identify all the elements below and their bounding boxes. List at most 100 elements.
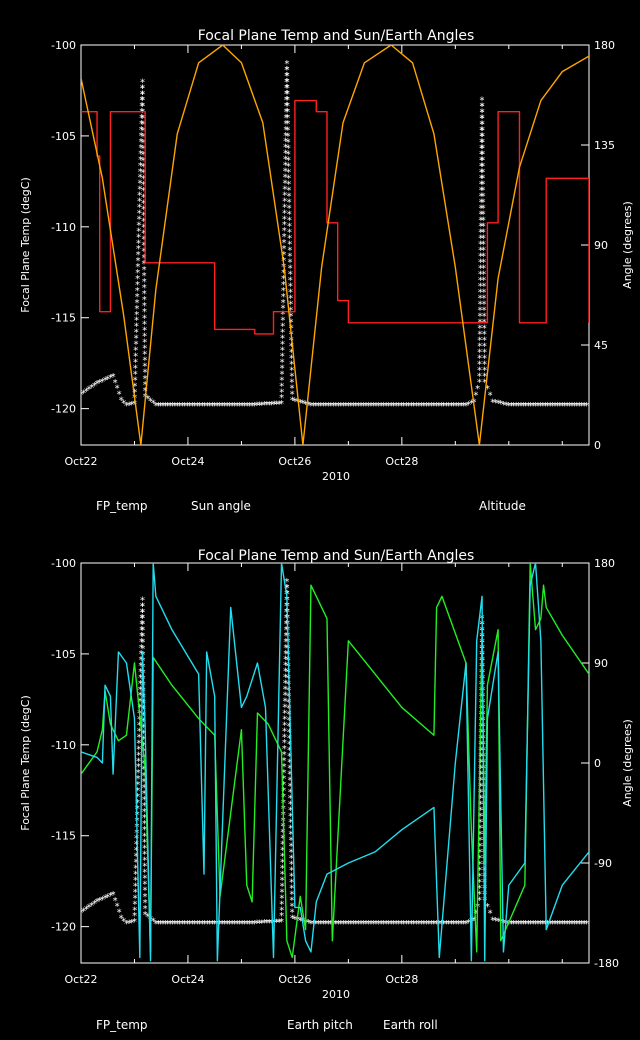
fp-temp-marker: * (478, 829, 483, 840)
fp-temp-marker: * (237, 401, 242, 412)
fp-temp-marker: * (281, 304, 286, 315)
fp-temp-marker: * (135, 804, 140, 815)
fp-temp-marker: * (132, 899, 137, 910)
fp-temp-marker: * (142, 362, 147, 373)
fp-temp-marker: * (482, 311, 487, 322)
fp-temp-marker: * (288, 305, 293, 316)
fp-temp-marker: * (175, 401, 180, 412)
fp-temp-marker: * (170, 919, 175, 930)
fp-temp-marker: * (283, 167, 288, 178)
fp-temp-marker: * (562, 401, 567, 412)
fp-temp-marker: * (477, 359, 482, 370)
fp-temp-marker: * (288, 781, 293, 792)
chart-title: Focal Plane Temp and Sun/Earth Angles (198, 548, 475, 564)
fp-temp-marker: * (105, 892, 110, 903)
fp-temp-marker: * (282, 732, 287, 743)
fp-temp-marker: * (480, 132, 485, 143)
fp-temp-marker: * (292, 396, 297, 407)
fp-temp-marker: * (358, 919, 363, 930)
y-tick-label-right: 90 (594, 239, 608, 252)
fp-temp-marker: * (142, 849, 147, 860)
fp-temp-marker: * (313, 919, 318, 930)
fp-temp-marker: * (353, 401, 358, 412)
fp-temp-marker: * (488, 391, 493, 402)
fp-temp-marker: * (289, 884, 294, 895)
fp-temp-marker: * (481, 275, 486, 286)
fp-temp-marker: * (137, 697, 142, 708)
fp-temp-marker: * (285, 77, 290, 88)
x-tick-label: Oct28 (385, 973, 418, 986)
fp-temp-marker: * (361, 919, 366, 930)
fp-temp-marker: * (480, 96, 485, 107)
fp-temp-marker: * (141, 168, 146, 179)
fp-temp-marker: * (348, 401, 353, 412)
fp-temp-marker: * (140, 638, 145, 649)
fp-temp-marker: * (280, 840, 285, 851)
fp-temp-marker: * (286, 149, 291, 160)
fp-temp-marker: * (217, 401, 222, 412)
fp-temp-marker: * (429, 919, 434, 930)
fp-temp-marker: * (540, 919, 545, 930)
fp-temp-marker: * (287, 769, 292, 780)
fp-temp-marker: * (490, 915, 495, 926)
fp-temp-marker: * (136, 226, 141, 237)
x-tick-label: Oct28 (385, 455, 418, 468)
fp-temp-marker: * (528, 401, 533, 412)
fp-temp-marker: * (414, 919, 419, 930)
fp-temp-marker: * (133, 352, 138, 363)
fp-temp-marker: * (419, 401, 424, 412)
fp-temp-marker: * (290, 390, 295, 401)
fp-temp-marker: * (141, 241, 146, 252)
fp-temp-marker: * (284, 625, 289, 636)
fp-temp-marker: * (142, 259, 147, 270)
fp-temp-marker: * (479, 150, 484, 161)
fp-temp-marker: * (287, 739, 292, 750)
fp-temp-marker: * (401, 401, 406, 412)
fp-temp-marker: * (281, 274, 286, 285)
fp-temp-marker: * (257, 919, 262, 930)
fp-temp-marker: * (139, 107, 144, 118)
fp-temp-marker: * (137, 214, 142, 225)
fp-temp-marker: * (333, 401, 338, 412)
fp-temp-marker: * (289, 847, 294, 858)
fp-temp-marker: * (138, 143, 143, 154)
fp-temp-marker: * (138, 155, 143, 166)
fp-temp-marker: * (557, 919, 562, 930)
fp-temp-marker: * (560, 401, 565, 412)
fp-temp-marker: * (134, 322, 139, 333)
fp-temp-marker: * (538, 401, 543, 412)
fp-temp-marker: * (480, 156, 485, 167)
fp-temp-marker: * (115, 902, 120, 913)
fp-temp-marker: * (280, 858, 285, 869)
fp-temp-marker: * (384, 919, 389, 930)
fp-temp-marker: * (136, 220, 141, 231)
fp-temp-marker: * (142, 825, 147, 836)
fp-temp-marker: * (451, 401, 456, 412)
fp-temp-marker: * (280, 328, 285, 339)
fp-temp-marker: * (326, 919, 331, 930)
series-fp-temp: ****************************************… (81, 577, 589, 930)
fp-temp-marker: * (288, 257, 293, 268)
fp-temp-marker: * (523, 401, 528, 412)
fp-temp-marker: * (284, 607, 289, 618)
fp-temp-marker: * (134, 310, 139, 321)
fp-temp-marker: * (381, 401, 386, 412)
fp-temp-marker: * (137, 732, 142, 743)
fp-temp-marker: * (281, 244, 286, 255)
fp-temp-marker: * (290, 396, 295, 407)
fp-temp-marker: * (419, 919, 424, 930)
fp-temp-marker: * (416, 919, 421, 930)
fp-temp-marker: * (284, 89, 289, 100)
fp-temp-marker: * (371, 919, 376, 930)
fp-temp-marker: * (280, 863, 285, 874)
fp-temp-marker: * (255, 919, 260, 930)
fp-temp-marker: * (145, 912, 150, 923)
fp-temp-marker: * (289, 372, 294, 383)
fp-temp-marker: * (282, 184, 287, 195)
fp-temp-marker: * (190, 401, 195, 412)
fp-temp-marker: * (286, 179, 291, 190)
fp-temp-marker: * (142, 325, 147, 336)
y-tick-label-left: -120 (51, 921, 76, 934)
fp-temp-marker: * (308, 919, 313, 930)
fp-temp-marker: * (136, 244, 141, 255)
